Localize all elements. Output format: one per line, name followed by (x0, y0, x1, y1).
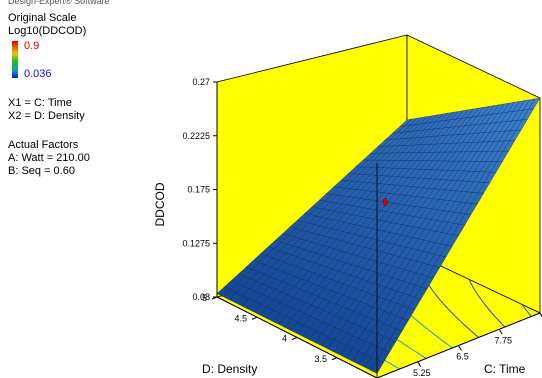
x-tick (458, 345, 462, 351)
factor-b-label: B: Seq = 0.60 (8, 165, 75, 177)
surface-patch (528, 97, 541, 110)
y-tick (251, 316, 258, 320)
colorbar-max-label: 0.9 (24, 40, 40, 52)
legend-panel: Design-Expert® Software Original Scale L… (0, 0, 150, 200)
x-tick (498, 328, 503, 335)
y-tick (211, 296, 218, 300)
z-tick-label: 0.27 (192, 77, 210, 87)
x-tick-label: 6.5 (456, 352, 469, 362)
response-label: Log10(DDCOD) (8, 25, 87, 37)
contour-line (522, 305, 532, 317)
y-axis-label: D: Density (202, 362, 257, 376)
factor-a-label: A: Watt = 210.00 (8, 152, 90, 164)
y-tick (291, 337, 298, 340)
design-point (383, 197, 388, 207)
z-tick-label: 0.2225 (182, 131, 210, 141)
colorbar-min-label: 0.036 (24, 68, 52, 80)
z-tick-label: 0.175 (187, 185, 210, 195)
actual-factors-heading: Actual Factors (8, 139, 79, 151)
x-tick (417, 361, 422, 368)
scale-label: Original Scale (8, 12, 77, 24)
axes: 0.08 0.1275 0.175 0.2225 0.27 DDCOD 3.5 4 4.5 5 D:… (153, 77, 542, 378)
z-tick-label: 0.08 (192, 292, 210, 302)
y-tick (331, 357, 338, 361)
y-tick-label: 3.5 (314, 354, 327, 364)
y-tick-label: 5 (202, 293, 207, 303)
software-title-text: Design-Expert® Software (8, 0, 110, 6)
x2-factor-label: X2 = D: Density (8, 110, 85, 122)
response-surface (216, 97, 541, 374)
y-tick-label: 4.5 (234, 313, 247, 323)
z-tick-label: 0.1275 (182, 238, 210, 248)
y-tick-label: 4 (282, 334, 287, 344)
x1-factor-label: X1 = C: Time (8, 97, 72, 109)
x-axis-label: C: Time (484, 362, 526, 376)
z-axis-label: DDCOD (153, 182, 167, 226)
x-tick-label: 7.75 (494, 335, 512, 345)
colorbar (12, 41, 18, 78)
contour-line (468, 279, 506, 328)
x-tick-label: 5.25 (413, 368, 431, 378)
